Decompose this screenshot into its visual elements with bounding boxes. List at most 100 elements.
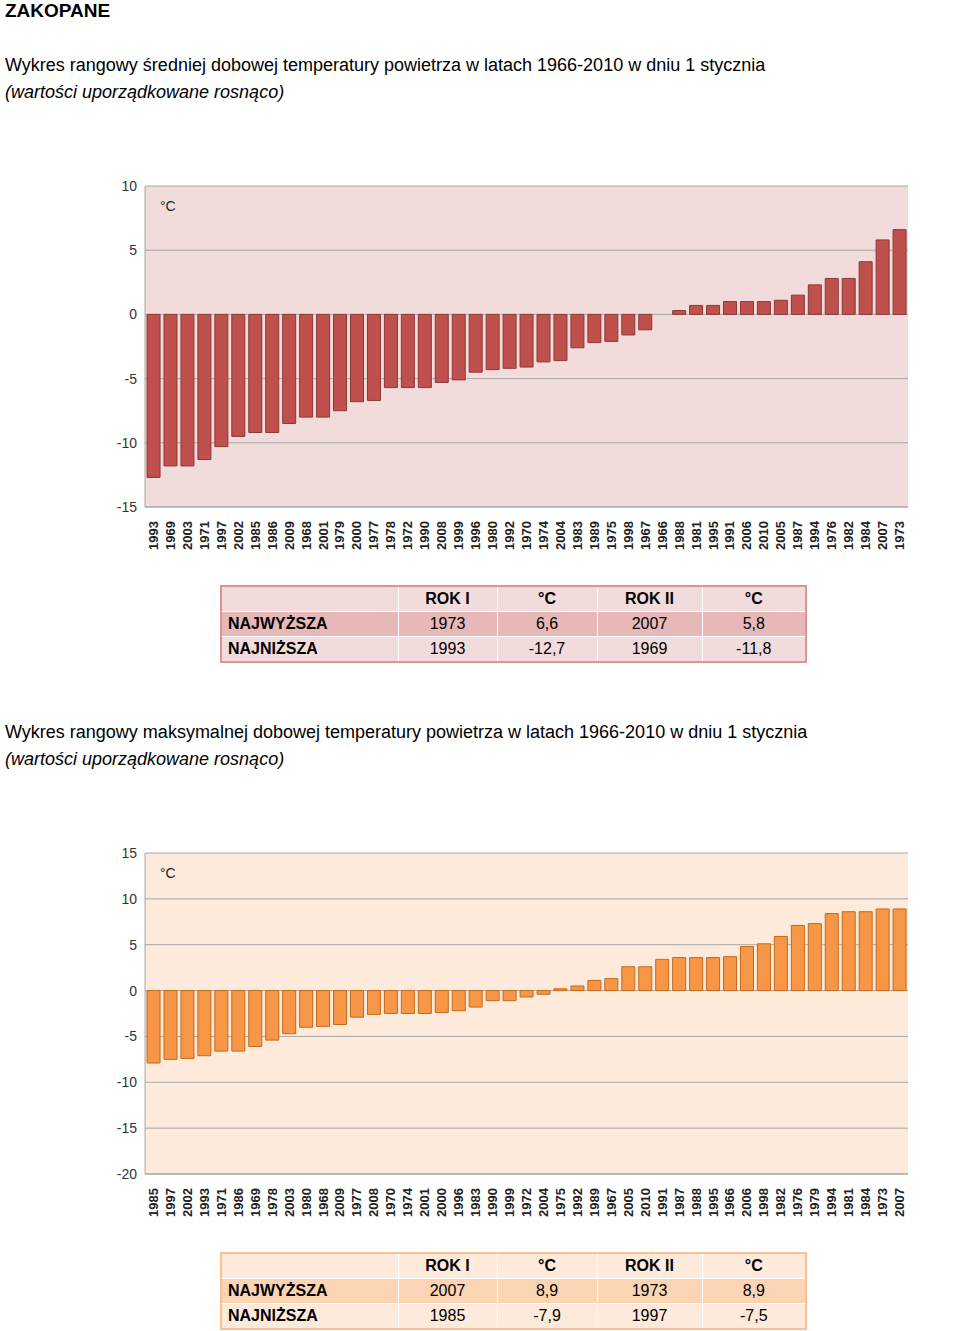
svg-text:2002: 2002 <box>180 1188 195 1217</box>
svg-text:1985: 1985 <box>248 521 263 550</box>
svg-text:15: 15 <box>121 845 137 861</box>
svg-text:1968: 1968 <box>316 1188 331 1217</box>
svg-text:2007: 2007 <box>875 521 890 550</box>
svg-text:1990: 1990 <box>417 521 432 550</box>
svg-text:-10: -10 <box>117 1074 137 1090</box>
svg-text:2006: 2006 <box>739 521 754 550</box>
svg-text:1966: 1966 <box>655 521 670 550</box>
svg-text:1983: 1983 <box>570 521 585 550</box>
svg-text:1981: 1981 <box>841 1188 856 1217</box>
svg-text:1991: 1991 <box>655 1188 670 1217</box>
svg-text:1982: 1982 <box>841 521 856 550</box>
svg-text:1980: 1980 <box>299 1188 314 1217</box>
svg-text:2003: 2003 <box>282 1188 297 1217</box>
svg-text:2000: 2000 <box>349 521 364 550</box>
svg-text:1992: 1992 <box>570 1188 585 1217</box>
svg-text:1975: 1975 <box>553 1188 568 1217</box>
svg-text:1987: 1987 <box>790 521 805 550</box>
svg-text:1968: 1968 <box>299 521 314 550</box>
svg-text:2001: 2001 <box>417 1188 432 1217</box>
svg-text:1986: 1986 <box>265 521 280 550</box>
svg-text:1972: 1972 <box>519 1188 534 1217</box>
svg-text:2008: 2008 <box>366 1188 381 1217</box>
svg-text:2000: 2000 <box>434 1188 449 1217</box>
svg-text:2004: 2004 <box>536 1187 551 1217</box>
svg-text:1969: 1969 <box>248 1188 263 1217</box>
svg-text:1994: 1994 <box>807 520 822 550</box>
svg-text:2008: 2008 <box>434 521 449 550</box>
svg-text:1988: 1988 <box>689 1188 704 1217</box>
svg-text:1997: 1997 <box>214 521 229 550</box>
svg-text:1995: 1995 <box>706 1188 721 1217</box>
svg-text:1978: 1978 <box>383 521 398 550</box>
svg-text:2006: 2006 <box>739 1188 754 1217</box>
svg-text:-5: -5 <box>125 1028 138 1044</box>
svg-text:1996: 1996 <box>451 1188 466 1217</box>
svg-text:2005: 2005 <box>621 1188 636 1217</box>
svg-text:10: 10 <box>121 178 137 194</box>
svg-text:2004: 2004 <box>553 520 568 550</box>
svg-text:1976: 1976 <box>790 1188 805 1217</box>
svg-text:5: 5 <box>129 937 137 953</box>
svg-text:1975: 1975 <box>604 521 619 550</box>
svg-text:1990: 1990 <box>485 1188 500 1217</box>
svg-text:1983: 1983 <box>468 1188 483 1217</box>
svg-text:1977: 1977 <box>349 1188 364 1217</box>
svg-text:1979: 1979 <box>332 521 347 550</box>
svg-text:1981: 1981 <box>689 521 704 550</box>
svg-text:2009: 2009 <box>282 521 297 550</box>
svg-text:1996: 1996 <box>468 521 483 550</box>
svg-text:1984: 1984 <box>858 1187 873 1217</box>
svg-text:1999: 1999 <box>502 1188 517 1217</box>
svg-text:2003: 2003 <box>180 521 195 550</box>
svg-text:1976: 1976 <box>824 521 839 550</box>
svg-text:1987: 1987 <box>672 1188 687 1217</box>
svg-text:1970: 1970 <box>519 521 534 550</box>
svg-text:-20: -20 <box>117 1166 137 1182</box>
svg-text:1997: 1997 <box>163 1188 178 1217</box>
svg-text:1967: 1967 <box>638 521 653 550</box>
svg-text:1973: 1973 <box>892 521 907 550</box>
svg-text:1971: 1971 <box>214 1188 229 1217</box>
svg-text:2001: 2001 <box>316 521 331 550</box>
svg-text:2007: 2007 <box>892 1188 907 1217</box>
svg-text:10: 10 <box>121 891 137 907</box>
svg-text:1969: 1969 <box>163 521 178 550</box>
svg-text:1966: 1966 <box>722 1188 737 1217</box>
svg-text:1989: 1989 <box>587 1188 602 1217</box>
svg-text:2002: 2002 <box>231 521 246 550</box>
svg-text:1998: 1998 <box>756 1188 771 1217</box>
svg-text:-10: -10 <box>117 435 137 451</box>
svg-text:1974: 1974 <box>400 1187 415 1217</box>
svg-text:0: 0 <box>129 983 137 999</box>
svg-text:1980: 1980 <box>485 521 500 550</box>
svg-text:1982: 1982 <box>773 1188 788 1217</box>
svg-text:-15: -15 <box>117 499 137 515</box>
svg-text:5: 5 <box>129 242 137 258</box>
svg-text:-15: -15 <box>117 1120 137 1136</box>
svg-text:1984: 1984 <box>858 520 873 550</box>
svg-text:1974: 1974 <box>536 520 551 550</box>
svg-text:1998: 1998 <box>621 521 636 550</box>
svg-text:1977: 1977 <box>366 521 381 550</box>
svg-text:1978: 1978 <box>265 1188 280 1217</box>
svg-text:1993: 1993 <box>197 1188 212 1217</box>
svg-text:1970: 1970 <box>383 1188 398 1217</box>
svg-text:2009: 2009 <box>332 1188 347 1217</box>
svg-text:1993: 1993 <box>146 521 161 550</box>
svg-text:1985: 1985 <box>146 1188 161 1217</box>
svg-text:1967: 1967 <box>604 1188 619 1217</box>
svg-text:1999: 1999 <box>451 521 466 550</box>
svg-text:1979: 1979 <box>807 1188 822 1217</box>
svg-text:1992: 1992 <box>502 521 517 550</box>
svg-text:1972: 1972 <box>400 521 415 550</box>
svg-text:1991: 1991 <box>722 521 737 550</box>
svg-text:2010: 2010 <box>756 521 771 550</box>
svg-text:-5: -5 <box>125 371 138 387</box>
svg-text:1989: 1989 <box>587 521 602 550</box>
svg-text:1988: 1988 <box>672 521 687 550</box>
svg-text:2010: 2010 <box>638 1188 653 1217</box>
svg-text:1994: 1994 <box>824 1187 839 1217</box>
svg-text:1995: 1995 <box>706 521 721 550</box>
svg-text:0: 0 <box>129 306 137 322</box>
